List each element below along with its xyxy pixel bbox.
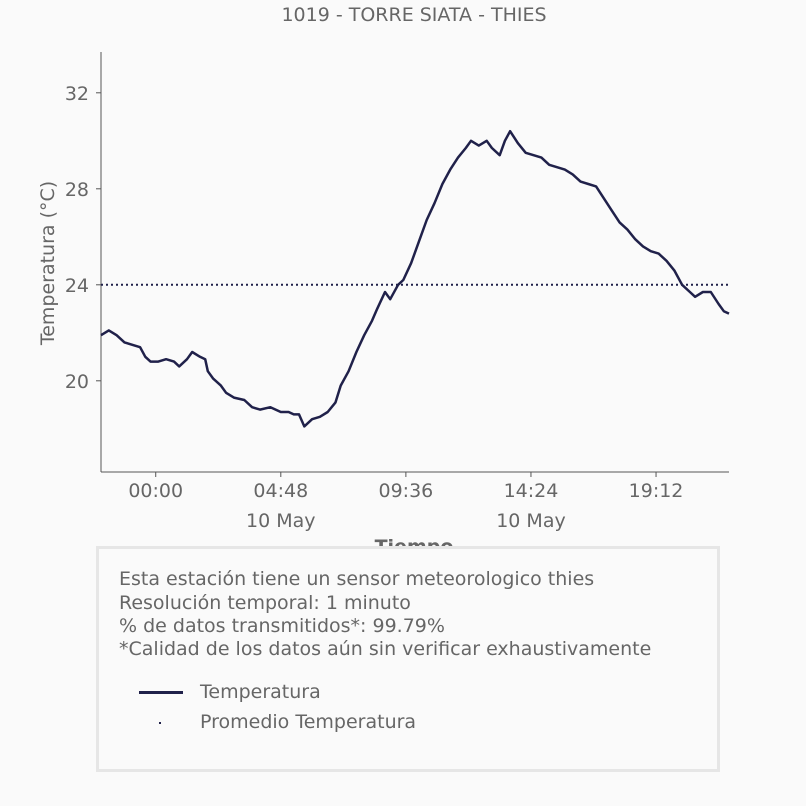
info-box: Esta estación tiene un sensor meteorolog… <box>96 546 720 772</box>
legend-label: Promedio Temperatura <box>200 711 417 733</box>
x-tick-label: 00:00 <box>128 480 183 502</box>
chart-title: 1019 - TORRE SIATA - THIES <box>281 4 546 26</box>
legend-solid-line-icon <box>139 691 183 694</box>
info-transmitted-text: % de datos transmitidos*: 99.79% <box>119 615 445 637</box>
plot-area: 20 24 28 32 00:00 04:48 10 May 09:36 14:24 10 May… <box>65 52 730 532</box>
y-tick-label: 28 <box>65 179 89 201</box>
legend-dotted-line-icon <box>159 722 161 724</box>
x-tick-label: 19:12 <box>629 480 684 502</box>
info-resolution-text: Resolución temporal: 1 minuto <box>119 592 411 614</box>
temperature-chart: 1019 - TORRE SIATA - THIES 20 24 28 32 00:00… <box>37 4 730 558</box>
y-tick-label: 24 <box>65 275 89 297</box>
x-tick-label: 04:48 <box>253 480 308 502</box>
x-tick-date-label: 10 May <box>496 510 566 532</box>
y-tick-label: 20 <box>65 371 89 393</box>
x-tick-label: 09:36 <box>378 480 433 502</box>
temperature-series-line <box>100 129 730 428</box>
x-tick-label: 14:24 <box>504 480 559 502</box>
x-tick-date-label: 10 May <box>246 510 316 532</box>
info-quality-note: *Calidad de los datos aún sin verificar … <box>119 638 652 660</box>
info-sensor-text: Esta estación tiene un sensor meteorolog… <box>119 568 595 590</box>
y-axis-label: Temperatura (°C) <box>37 181 59 346</box>
legend-label: Temperatura <box>200 681 321 703</box>
y-tick-label: 32 <box>65 83 89 105</box>
